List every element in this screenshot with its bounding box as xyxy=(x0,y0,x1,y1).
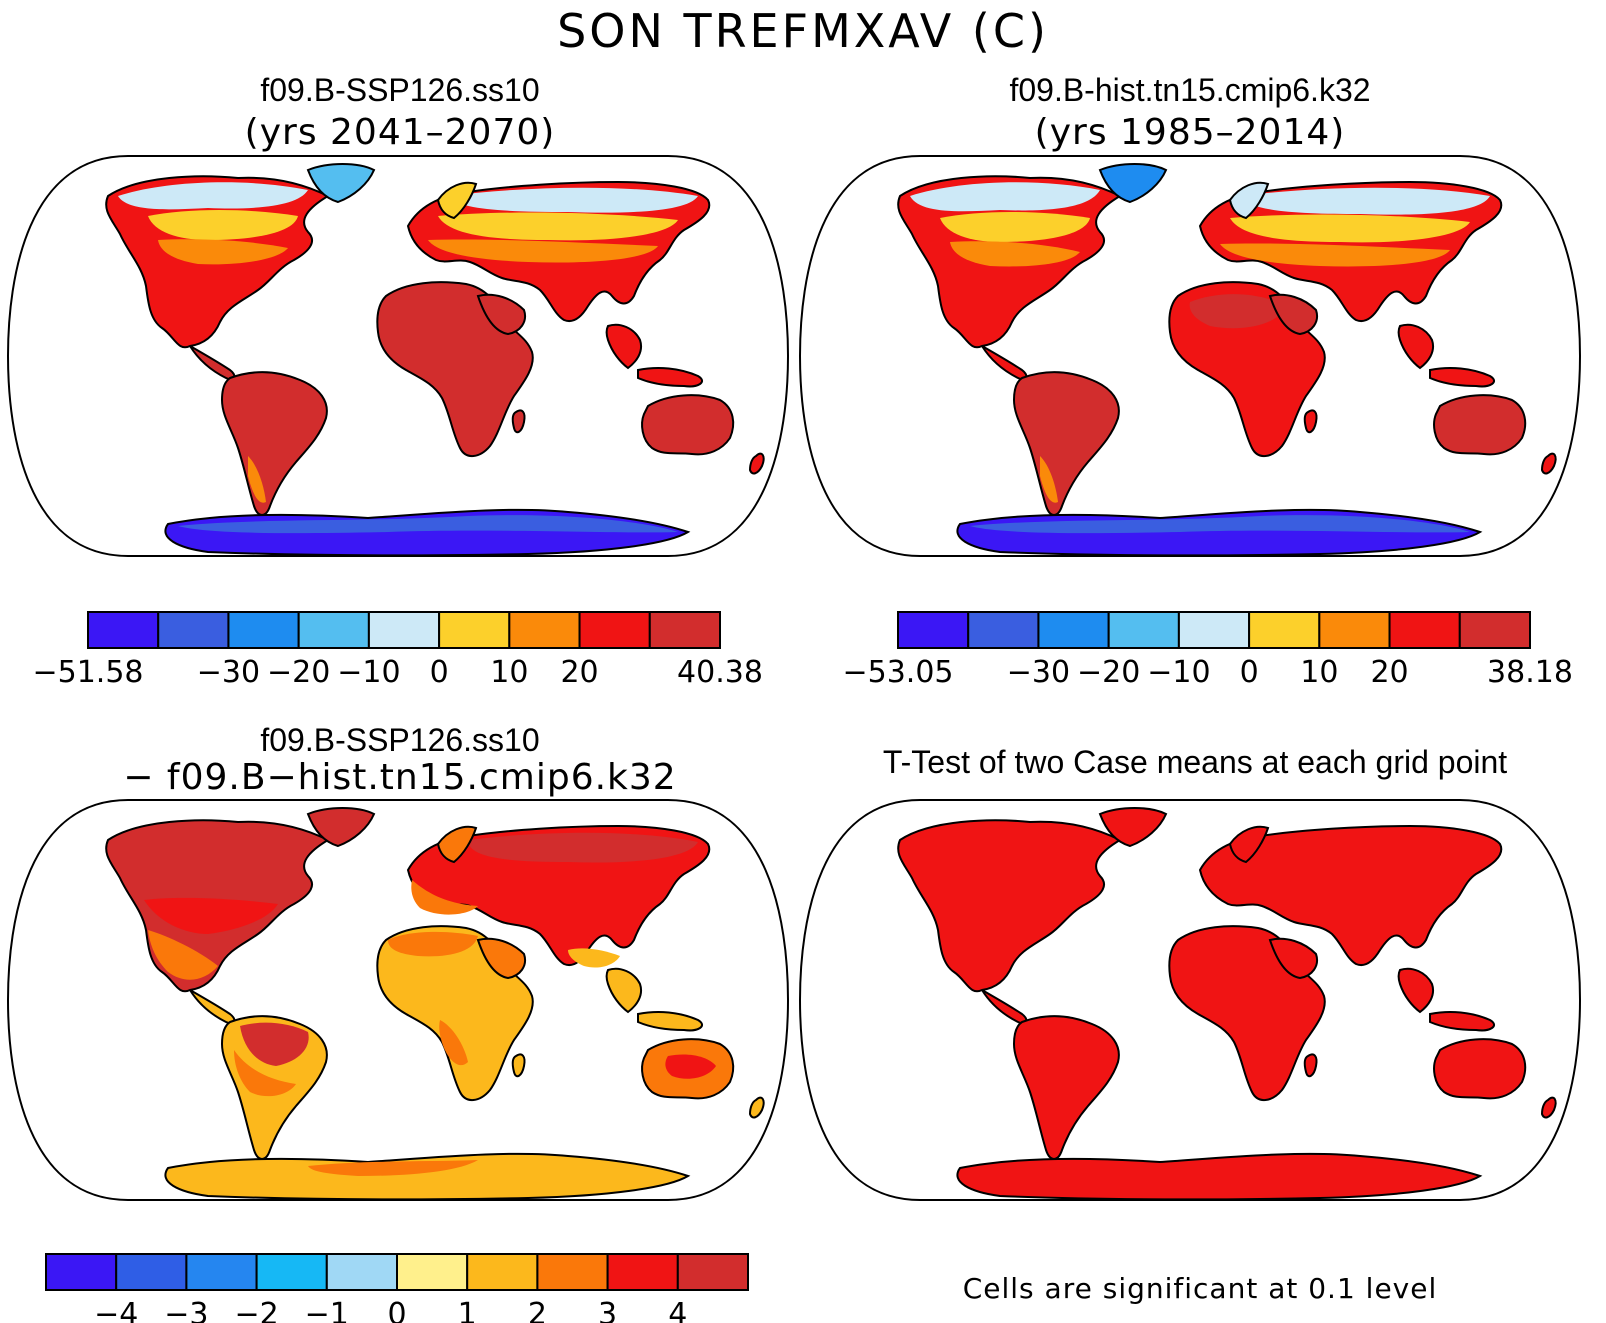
cb2-box-2 xyxy=(1037,611,1110,649)
cb3-box-2 xyxy=(185,1253,258,1291)
cb1-box-4 xyxy=(367,611,441,649)
panel2-case-title: f09.B-hist.tn15.cmip6.k32 xyxy=(1009,72,1371,108)
cb1-box-0 xyxy=(87,611,160,649)
cb3-label-1: −3 xyxy=(164,1297,208,1323)
panel4-map xyxy=(798,799,1582,1201)
cb3-box-3 xyxy=(255,1253,328,1291)
cb2-box-4 xyxy=(1177,611,1251,649)
cb2-label-0: −53.05 xyxy=(842,655,953,690)
panel1-case-title: f09.B-SSP126.ss10 xyxy=(260,72,540,108)
cb1-box-2 xyxy=(227,611,300,649)
cb3-label-4: 0 xyxy=(387,1297,406,1323)
cb2-label-2: −20 xyxy=(1077,655,1140,690)
cb3-label-3: −1 xyxy=(305,1297,349,1323)
cb3-label-6: 2 xyxy=(528,1297,547,1323)
cb1-label-7: 40.38 xyxy=(677,655,763,690)
panel2-map xyxy=(798,155,1582,557)
cb3-box-6 xyxy=(466,1253,539,1291)
cb1-label-4: 0 xyxy=(430,655,449,690)
cb1-label-3: −10 xyxy=(337,655,400,690)
panel2-period: (yrs 1985–2014) xyxy=(1034,112,1346,153)
cb1-box-8 xyxy=(648,611,721,649)
cb2-label-6: 20 xyxy=(1370,655,1408,690)
cb3-box-8 xyxy=(606,1253,679,1291)
cb3-label-0: −4 xyxy=(94,1297,138,1323)
cb1-box-7 xyxy=(578,611,651,649)
significance-note: Cells are significant at 0.1 level xyxy=(962,1272,1438,1305)
cb3-label-8: 4 xyxy=(668,1297,687,1323)
cb1-label-2: −20 xyxy=(267,655,330,690)
cb1-box-1 xyxy=(157,611,230,649)
cb3-box-1 xyxy=(115,1253,188,1291)
cb2-label-7: 38.18 xyxy=(1487,655,1573,690)
cb1-label-0: −51.58 xyxy=(32,655,143,690)
cb3-box-5 xyxy=(396,1253,469,1291)
cb2-box-8 xyxy=(1458,611,1532,649)
cb2-box-1 xyxy=(967,611,1040,649)
cb2-box-3 xyxy=(1107,611,1180,649)
cb1-box-6 xyxy=(508,611,581,649)
panel3-period: − f09.B−hist.tn15.cmip6.k32 xyxy=(123,757,677,798)
cb2-box-0 xyxy=(897,611,970,649)
cb1-box-5 xyxy=(438,611,511,649)
panel3-case-title: f09.B-SSP126.ss10 xyxy=(260,722,540,758)
cb3-box-7 xyxy=(536,1253,609,1291)
cb1-label-6: 20 xyxy=(560,655,598,690)
cb3-box-9 xyxy=(676,1253,749,1291)
cb2-label-5: 10 xyxy=(1300,655,1338,690)
cb2-label-3: −10 xyxy=(1147,655,1210,690)
cb3-label-5: 1 xyxy=(458,1297,477,1323)
cb1-box-3 xyxy=(297,611,370,649)
cb3-box-4 xyxy=(325,1253,398,1291)
panel3-colorbar: −4 −3 −2 −1 0 1 2 3 4 xyxy=(45,1253,749,1323)
cb1-label-1: −30 xyxy=(197,655,260,690)
cb2-label-1: −30 xyxy=(1007,655,1070,690)
panel1-colorbar: −51.58 −30 −20 −10 0 10 20 40.38 xyxy=(32,611,763,690)
panel2-colorbar: −53.05 −30 −20 −10 0 10 20 38.18 xyxy=(842,611,1573,690)
panel4-title: T-Test of two Case means at each grid po… xyxy=(882,744,1508,780)
panel1-map xyxy=(6,155,790,557)
cb3-box-0 xyxy=(45,1253,118,1291)
panel1-period: (yrs 2041–2070) xyxy=(244,112,556,153)
cb2-box-6 xyxy=(1318,611,1391,649)
cb2-box-5 xyxy=(1248,611,1321,649)
cb1-label-5: 10 xyxy=(490,655,528,690)
cb3-label-2: −2 xyxy=(234,1297,278,1323)
figure-title: SON TREFMXAV (C) xyxy=(557,4,1049,58)
cb2-label-4: 0 xyxy=(1240,655,1259,690)
panel3-map xyxy=(6,799,790,1201)
cb3-label-7: 3 xyxy=(598,1297,617,1323)
cb2-box-7 xyxy=(1388,611,1461,649)
